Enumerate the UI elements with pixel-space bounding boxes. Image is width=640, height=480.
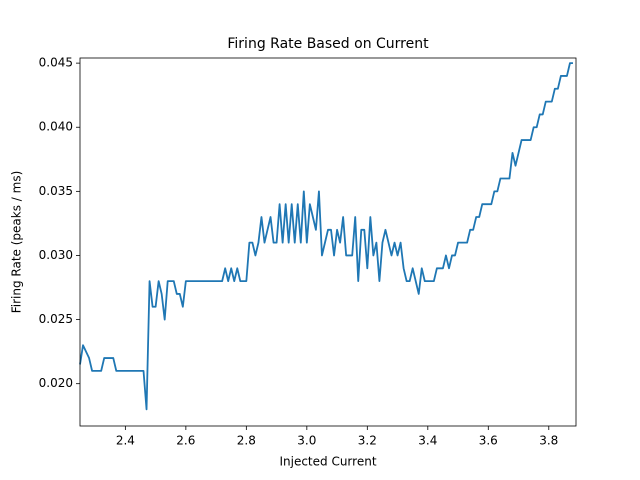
x-tick-label: 2.6 <box>176 434 195 448</box>
x-axis-label: Injected Current <box>279 455 376 469</box>
x-tick-label: 3.0 <box>297 434 316 448</box>
data-line <box>79 62 573 411</box>
y-tick-label: 0.045 <box>39 56 73 70</box>
y-axis-label: Firing Rate (peaks / ms) <box>10 171 24 314</box>
x-tick-label: 3.8 <box>539 434 558 448</box>
x-tick-label: 2.8 <box>237 434 256 448</box>
x-tick-label: 3.6 <box>479 434 498 448</box>
y-tick-label: 0.035 <box>39 184 73 198</box>
x-tick-label: 3.4 <box>418 434 437 448</box>
x-tick-label: 2.4 <box>116 434 135 448</box>
plot-frame <box>79 57 577 427</box>
y-tick-label: 0.025 <box>39 312 73 326</box>
y-tick-label: 0.020 <box>39 376 73 390</box>
y-tick-label: 0.040 <box>39 120 73 134</box>
y-tick-label: 0.030 <box>39 248 73 262</box>
chart-title: Firing Rate Based on Current <box>227 36 429 52</box>
x-tick-label: 3.2 <box>358 434 377 448</box>
